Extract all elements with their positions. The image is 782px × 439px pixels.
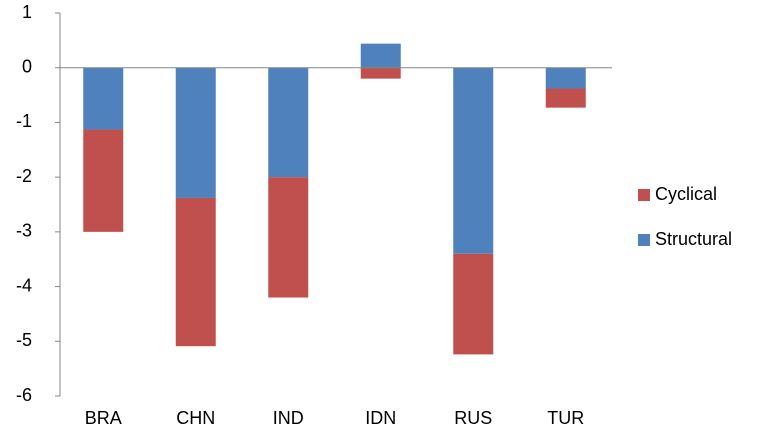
y-tick-label: -5 xyxy=(16,330,32,350)
x-tick-label: IND xyxy=(273,408,304,428)
y-tick-label: -4 xyxy=(16,275,32,295)
y-tick-label: 0 xyxy=(22,56,32,76)
y-tick-label: -6 xyxy=(16,385,32,405)
bar xyxy=(545,88,586,108)
bar xyxy=(453,67,494,254)
x-tick-label: BRA xyxy=(85,408,122,428)
bar xyxy=(83,129,124,232)
x-tick-label: CHN xyxy=(176,408,215,428)
y-tick-label: 1 xyxy=(22,2,32,22)
bar xyxy=(268,67,309,178)
bar xyxy=(175,67,216,198)
bar xyxy=(545,67,586,89)
x-tick-label: TUR xyxy=(547,408,584,428)
bar xyxy=(360,67,401,79)
legend-swatch xyxy=(638,234,650,246)
x-tick-label: RUS xyxy=(454,408,492,428)
bar xyxy=(83,67,124,130)
legend-order: Cyclical xyxy=(655,184,717,204)
y-tick-label: -3 xyxy=(16,221,32,241)
x-tick-label: IDN xyxy=(365,408,396,428)
bar xyxy=(360,43,401,68)
legend-label: Structural xyxy=(655,229,732,249)
bar xyxy=(453,253,494,355)
legend-swatch xyxy=(638,189,650,201)
bar xyxy=(268,177,309,298)
y-tick-label: -1 xyxy=(16,111,32,131)
legend-order: Structural xyxy=(655,229,732,249)
legend-label: Cyclical xyxy=(655,184,717,204)
y-tick-label: -2 xyxy=(16,166,32,186)
bar xyxy=(175,197,216,347)
